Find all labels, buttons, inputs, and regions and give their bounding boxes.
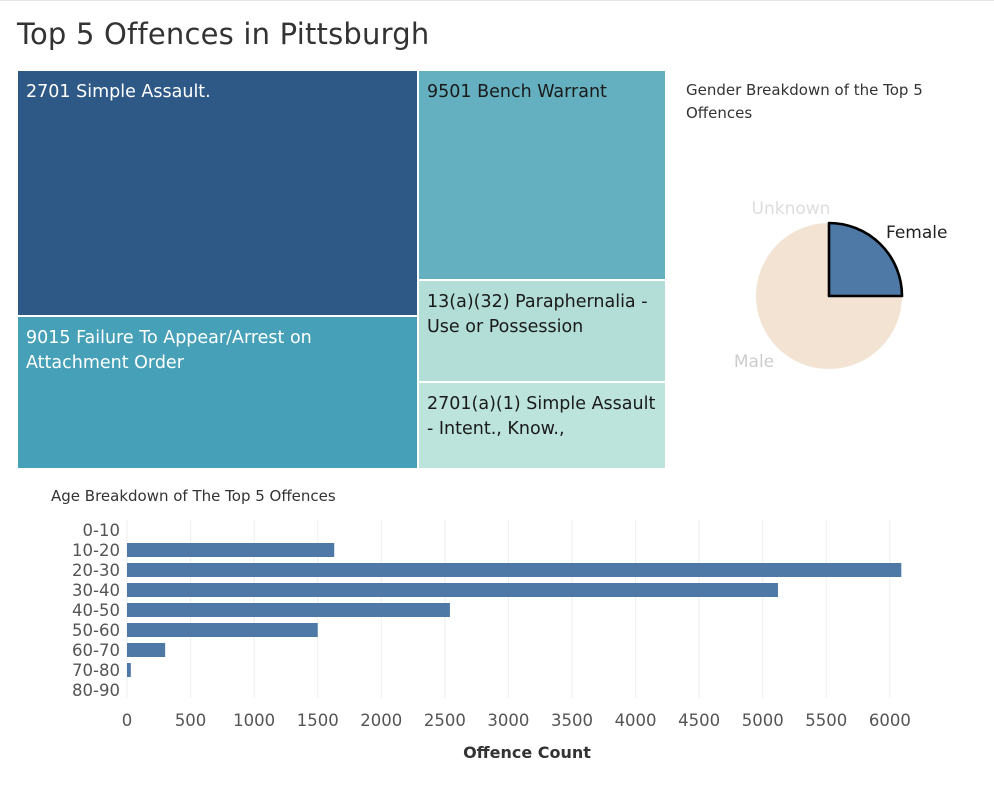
bar[interactable] (127, 563, 902, 577)
gender-pie-chart: Unknown Female Male (734, 199, 948, 372)
x-tick-label: 3500 (551, 711, 593, 730)
treemap-tile[interactable]: 13(a)(32) Paraphernalia - Use or Possess… (418, 280, 666, 382)
x-tick-label: 2000 (360, 711, 402, 730)
age-bar-chart: 0-1010-2020-3030-4040-5050-6060-7070-808… (72, 520, 911, 762)
x-tick-label: 500 (175, 711, 207, 730)
y-tick-label: 10-20 (72, 541, 120, 560)
pie-label-unknown: Unknown (752, 199, 831, 219)
treemap-tile[interactable]: 9501 Bench Warrant (418, 70, 666, 280)
treemap-tile-label: 9501 Bench Warrant (427, 82, 607, 102)
x-tick-label: 4000 (615, 711, 657, 730)
bar[interactable] (127, 643, 166, 657)
top-divider (0, 0, 994, 1)
treemap-tile-label: 2701(a)(1) Simple Assault - Intent., Kno… (427, 394, 656, 439)
x-tick-label: 6000 (869, 711, 911, 730)
x-tick-label: 1500 (297, 711, 339, 730)
x-tick-label: 0 (122, 711, 133, 730)
gender-chart-title: Gender Breakdown of the Top 5 Offences (686, 81, 923, 122)
y-tick-label: 80-90 (72, 681, 120, 700)
x-tick-label: 5000 (742, 711, 784, 730)
pie-label-male: Male (734, 352, 774, 372)
bar[interactable] (127, 583, 778, 597)
treemap-tile-label: 9015 Failure To Appear/Arrest on Attachm… (26, 328, 312, 373)
treemap-tile[interactable]: 2701 Simple Assault. (17, 70, 418, 316)
treemap-tile-label: 2701 Simple Assault. (26, 82, 211, 102)
x-tick-label: 4500 (678, 711, 720, 730)
pie-slice-female[interactable] (827, 221, 904, 298)
x-tick-label: 3000 (487, 711, 529, 730)
x-tick-label: 1000 (233, 711, 275, 730)
pie-label-female: Female (886, 223, 947, 243)
age-chart-title: Age Breakdown of The Top 5 Offences (51, 487, 336, 505)
bar[interactable] (127, 623, 318, 637)
y-tick-label: 70-80 (72, 661, 120, 680)
y-tick-label: 50-60 (72, 621, 120, 640)
x-tick-label: 2500 (424, 711, 466, 730)
bar[interactable] (127, 663, 131, 677)
y-tick-label: 60-70 (72, 641, 120, 660)
treemap-tile-label: 13(a)(32) Paraphernalia - Use or Possess… (427, 292, 648, 337)
page-title: Top 5 Offences in Pittsburgh (17, 17, 430, 51)
bar[interactable] (127, 603, 450, 617)
y-tick-label: 30-40 (72, 581, 120, 600)
treemap-tile[interactable]: 2701(a)(1) Simple Assault - Intent., Kno… (418, 382, 666, 469)
y-tick-label: 0-10 (83, 521, 120, 540)
bar[interactable] (127, 543, 335, 557)
treemap-tile[interactable]: 9015 Failure To Appear/Arrest on Attachm… (17, 316, 418, 469)
y-tick-label: 20-30 (72, 561, 120, 580)
x-tick-label: 5500 (805, 711, 847, 730)
x-axis-title: Offence Count (463, 743, 591, 762)
y-tick-label: 40-50 (72, 601, 120, 620)
